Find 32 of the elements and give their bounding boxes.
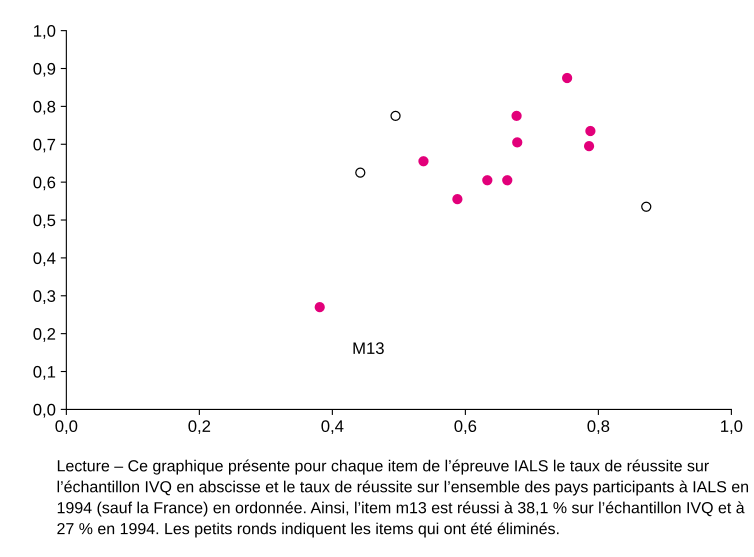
point xyxy=(512,137,522,148)
y-tick-label: 0,9 xyxy=(33,62,56,77)
y-tick-label: 0,6 xyxy=(33,176,56,190)
x-tick-label: 0,8 xyxy=(587,420,610,434)
y-tick-label: 1,0 xyxy=(34,25,56,39)
y-tick-label: 0,1 xyxy=(33,366,56,380)
point xyxy=(418,156,429,166)
point xyxy=(390,110,401,121)
point xyxy=(314,302,325,312)
y-tick-label: 0,7 xyxy=(33,138,56,152)
y-tick-label: 0,8 xyxy=(33,100,56,115)
point xyxy=(585,126,596,136)
point xyxy=(355,168,366,178)
x-tick-label: 0,0 xyxy=(55,420,78,434)
point xyxy=(584,141,594,152)
point xyxy=(482,175,492,186)
x-tick-label: 0,4 xyxy=(321,420,344,434)
x-tick-label: 1,0 xyxy=(721,420,742,434)
point xyxy=(641,202,652,212)
x-tick-label: 0,6 xyxy=(454,420,476,434)
x-tick-label: 0,2 xyxy=(188,420,210,434)
point xyxy=(502,175,512,186)
y-tick-label: 0,3 xyxy=(33,290,56,304)
y-tick-label: 0,2 xyxy=(33,328,56,342)
y-tick-label: 0,4 xyxy=(33,252,56,266)
y-tick-label: 0,5 xyxy=(33,214,56,228)
point xyxy=(511,110,522,121)
annotation: M13 xyxy=(353,342,384,354)
text: Lecture – Ce graphique présente pour chaque item de l’épreuve IALS le taux de réussite sur l’échantillon IVQ en abscisse et le taux de réussite sur l’ensemble des pays participants à IALS en 1994 (sauf la France) en ordonnée. Ainsi, l’item m13 est réussi à 38,1 % sur l’échantillon IVQ et à 27 % en 1994. Les petits ronds indiquent les items qui ont été éliminés. xyxy=(57,460,748,538)
point xyxy=(562,72,572,84)
point xyxy=(452,194,463,204)
y-tick-label: 0,0 xyxy=(33,404,56,418)
